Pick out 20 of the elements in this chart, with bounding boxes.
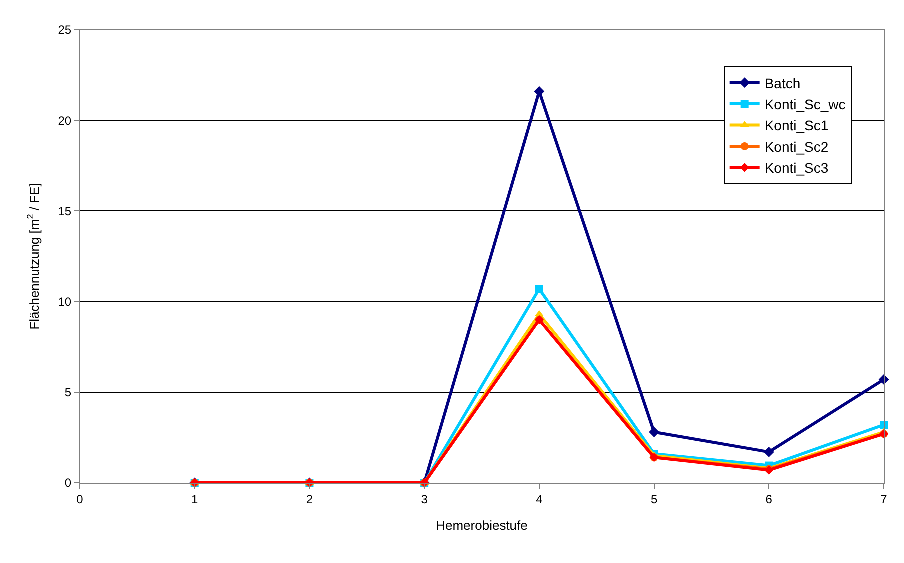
- x-tick-label: 2: [306, 492, 314, 506]
- x-tick-label: 6: [766, 492, 773, 506]
- x-tick-label: 7: [880, 492, 888, 506]
- x-tick-label: 4: [536, 492, 544, 506]
- y-tick-label: 0: [64, 476, 72, 490]
- legend-label: Konti_Sc1: [764, 118, 829, 134]
- x-tick-label: 0: [76, 492, 84, 506]
- y-tick-label: 20: [58, 114, 72, 128]
- legend-label: Konti_Sc3: [764, 160, 829, 176]
- y-tick-label: 10: [58, 295, 72, 309]
- y-tick-label: 5: [64, 386, 72, 400]
- legend-label: Batch: [764, 75, 801, 92]
- x-tick-label: 5: [650, 492, 658, 506]
- x-axis-title: Hemerobiestufe: [436, 518, 528, 533]
- x-tick-label: 1: [192, 492, 199, 506]
- x-tick-label: 3: [421, 492, 428, 506]
- y-tick-label: 25: [58, 23, 72, 38]
- legend-label: Konti_Sc_wc: [764, 96, 846, 112]
- legend-label: Konti_Sc2: [764, 138, 829, 155]
- y-tick-label: 15: [58, 204, 72, 218]
